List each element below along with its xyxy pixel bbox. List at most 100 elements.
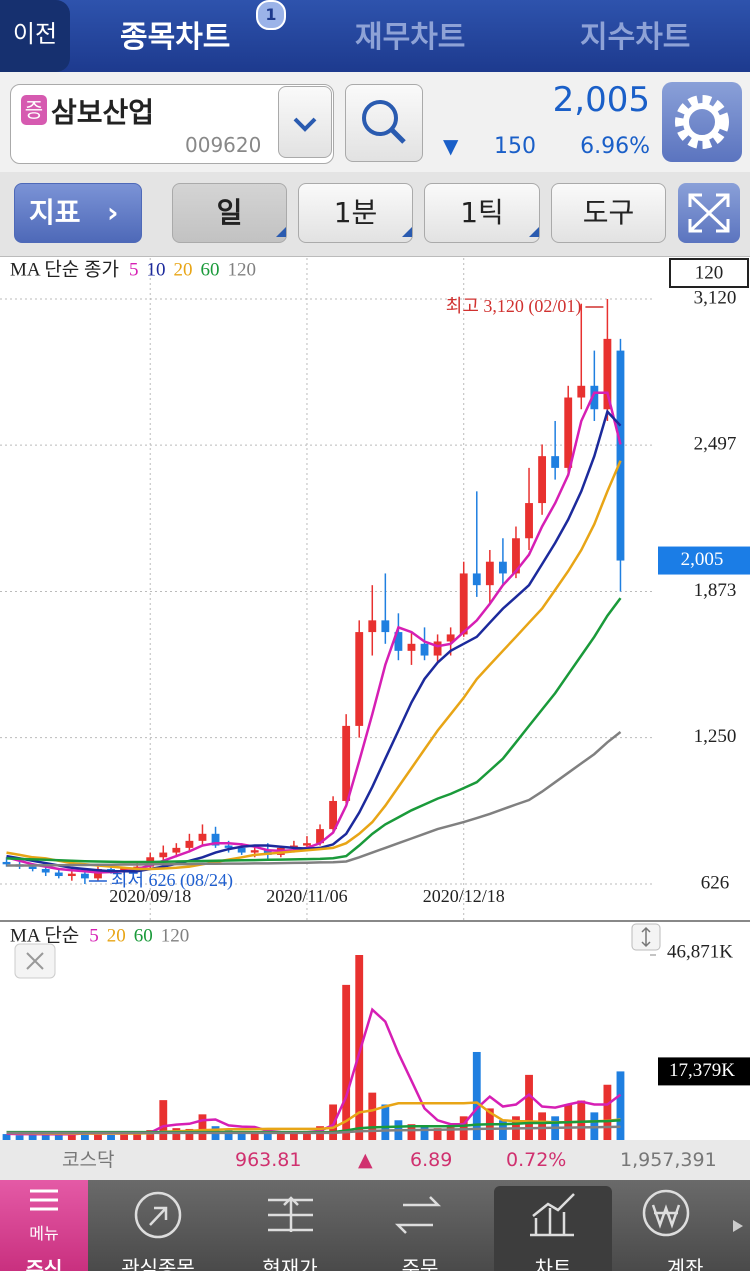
- chart: 2020/09/18 2020/11/06 2020/12/18 626 1,250 1,…: [0, 258, 750, 1140]
- top-bar: 이전 종목차트 1 재무차트 지수차트: [0, 0, 750, 72]
- nav-label[interactable]: 주문: [401, 1256, 439, 1280]
- index-change: 6.89: [410, 1149, 453, 1171]
- candle-body: [41, 868, 50, 873]
- candle-body: [211, 833, 220, 846]
- tab-badge: 1: [256, 0, 286, 30]
- close-icon: [26, 952, 44, 970]
- volume-bar: [276, 1132, 285, 1140]
- nav-icons: [134, 1189, 743, 1239]
- period-button[interactable]: 1틱: [424, 183, 540, 243]
- index-name: 코스닥: [62, 1149, 115, 1171]
- menu-tile[interactable]: 메뉴 주식: [0, 1180, 88, 1281]
- volume-bar: [67, 1134, 76, 1140]
- volume-bar: [263, 1133, 272, 1140]
- active-tile: [494, 1186, 612, 1271]
- legend-entry: 5: [89, 925, 99, 946]
- volume-bar: [54, 1133, 63, 1140]
- index-volume: 1,957,391: [620, 1149, 717, 1171]
- volume-bar: [159, 1100, 168, 1140]
- y-tick-label: 1,250: [694, 726, 737, 747]
- expand-button[interactable]: [678, 183, 740, 243]
- period-button[interactable]: 일: [172, 183, 287, 243]
- change-sign: ▼: [443, 134, 459, 158]
- tab[interactable]: 재무차트: [355, 20, 466, 55]
- candle-body: [485, 561, 494, 586]
- market-badge: 증: [21, 95, 47, 125]
- legend-entry: 10: [147, 259, 166, 280]
- back-button[interactable]: 이전: [0, 0, 70, 72]
- nav-label[interactable]: 관심종목: [121, 1256, 195, 1280]
- volume-bar: [224, 1130, 233, 1140]
- volume-bar: [472, 1051, 481, 1140]
- period-box-label: 120: [695, 262, 724, 283]
- volume-bar: [420, 1126, 429, 1140]
- legend-entry: 20: [107, 925, 126, 946]
- legend-entry: 60: [201, 259, 220, 280]
- candle-body: [577, 385, 586, 398]
- toolbar: 지표 › 일 1분 1틱 도구: [0, 172, 750, 257]
- period-box: [669, 258, 749, 288]
- candle-body: [616, 350, 625, 561]
- x-tick-label: 2020/12/18: [423, 886, 505, 906]
- expand-icon: [688, 193, 730, 233]
- menu-label: 메뉴: [29, 1224, 59, 1243]
- volume-bar: [342, 984, 351, 1140]
- candle-body: [407, 643, 416, 651]
- tool-button[interactable]: 도구: [551, 183, 666, 243]
- y-tick-label: 46,871K: [667, 941, 733, 962]
- search-icon: [362, 100, 406, 144]
- dropdown-button[interactable]: [278, 86, 332, 158]
- volume-bar: [146, 1130, 155, 1140]
- ticker-bar: 코스닥 963.81 ▲ 6.89 0.72% 1,957,391: [0, 1140, 750, 1180]
- candle-body: [538, 456, 547, 504]
- candle-body: [590, 385, 599, 410]
- candle-body: [459, 573, 468, 635]
- candle-body: [2, 861, 11, 865]
- volume-bar: [198, 1114, 207, 1140]
- candle-body: [237, 847, 246, 853]
- indicator-button[interactable]: 지표 ›: [14, 183, 142, 243]
- chevron: ›: [107, 196, 119, 229]
- volume-bar: [525, 1074, 533, 1140]
- candle-body: [551, 456, 560, 468]
- ma-line: [6, 731, 622, 867]
- candle-body: [472, 573, 481, 586]
- search-button[interactable]: [345, 84, 423, 162]
- tab[interactable]: 지수차트: [580, 20, 691, 55]
- candle-body: [342, 725, 351, 801]
- bottom-nav: 메뉴 주식 관심종목 현재가 주문 차트 계좌: [0, 1180, 750, 1281]
- settings-button[interactable]: [662, 82, 742, 162]
- volume-bar: [41, 1134, 50, 1140]
- nav-label[interactable]: 차트: [534, 1256, 572, 1280]
- price: 2,005: [552, 80, 650, 120]
- candle-body: [172, 847, 181, 853]
- ma-line: [6, 1125, 621, 1135]
- volume-bar: [185, 1128, 194, 1140]
- index-value: 963.81: [235, 1149, 302, 1171]
- gear-icon: [675, 95, 729, 149]
- volume-bar: [289, 1131, 298, 1140]
- legend-entry: 60: [134, 925, 153, 946]
- y-tick-label: 626: [701, 872, 730, 893]
- period-button[interactable]: 1분: [298, 183, 413, 243]
- chevron-icon: [293, 117, 317, 132]
- candle-body: [28, 866, 37, 869]
- volume-bar: [498, 1120, 507, 1140]
- stock-row: 증 삼보산업 009620 2,005 ▼ 150 6.96%: [0, 72, 750, 172]
- nav-label[interactable]: 계좌: [666, 1256, 704, 1280]
- candle-body: [159, 852, 168, 858]
- candle-body: [54, 872, 63, 877]
- index-sign: ▲: [358, 1149, 373, 1171]
- candle-body: [133, 866, 142, 869]
- volume-bar: [107, 1134, 115, 1140]
- candle-body: [433, 641, 442, 656]
- nav-label[interactable]: 현재가: [262, 1256, 318, 1280]
- ma-line: [6, 409, 622, 873]
- volume-bar: [433, 1128, 442, 1140]
- y-tick-label: 1,873: [694, 580, 737, 601]
- volume-bar: [94, 1134, 102, 1140]
- candle-body: [512, 538, 520, 574]
- change-pct: 6.96%: [580, 134, 650, 159]
- tab-active[interactable]: 종목차트: [120, 20, 231, 55]
- current-marker: [658, 546, 750, 575]
